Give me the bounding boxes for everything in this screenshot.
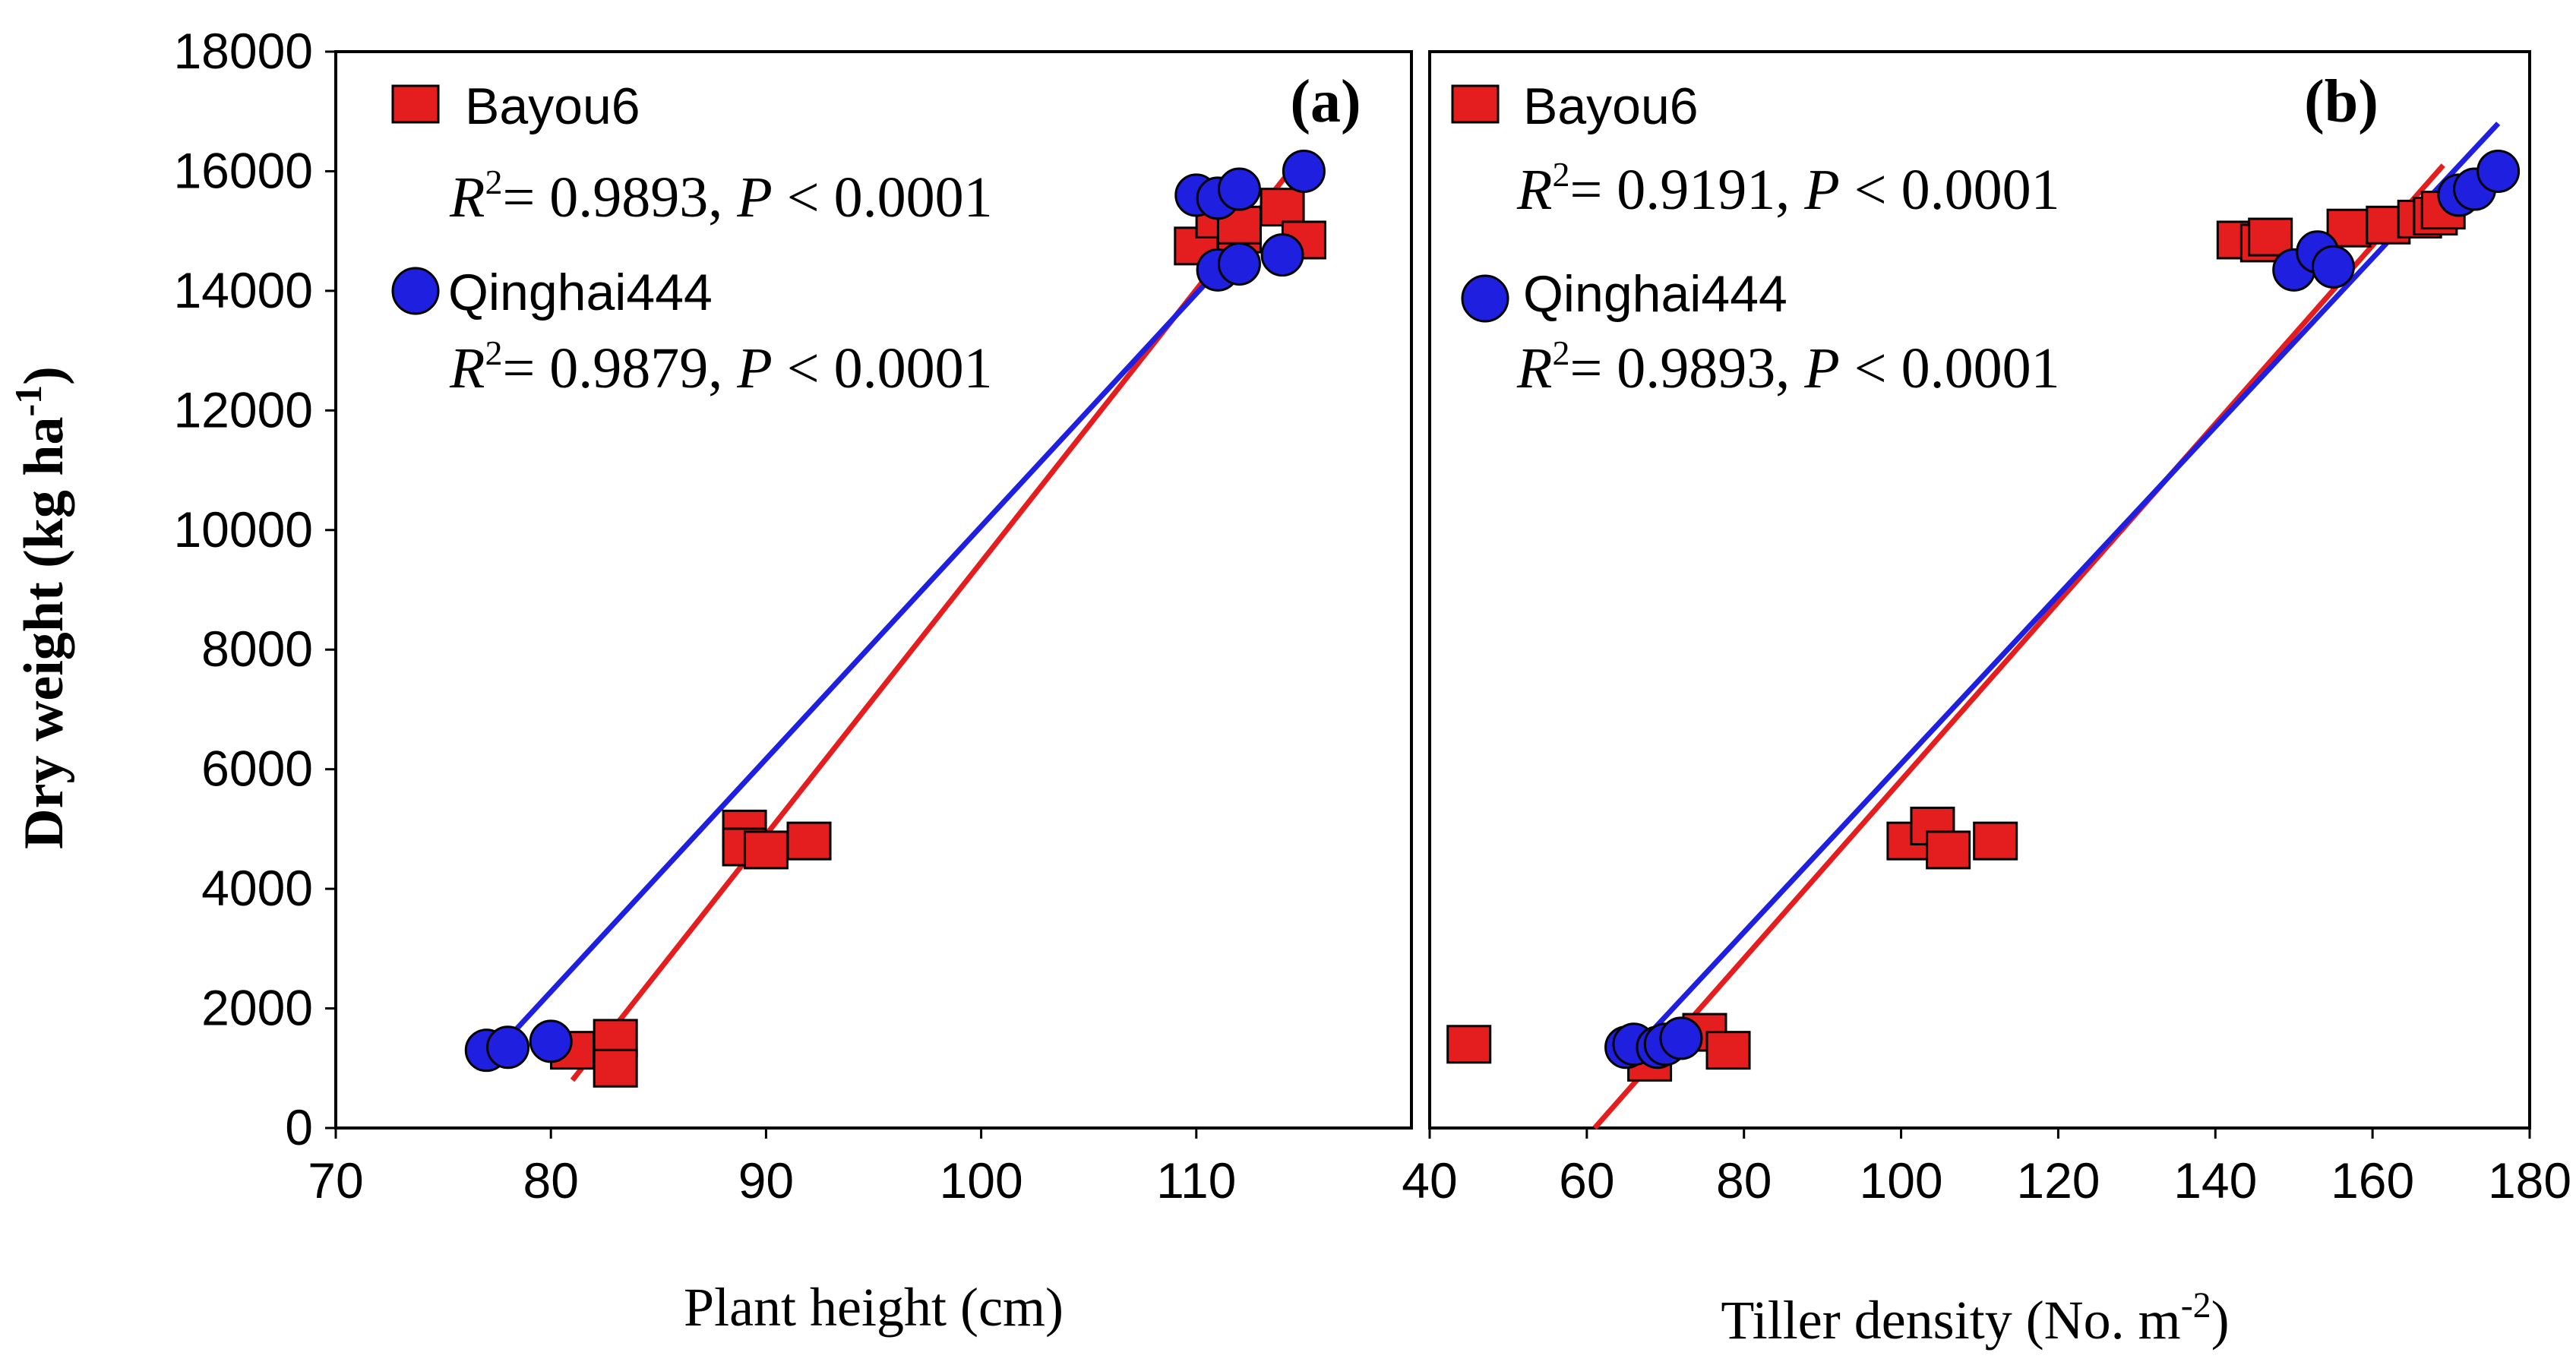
x-tick-label-a-110: 110 — [1156, 1152, 1236, 1209]
stat-bayou6-a: R2= 0.9893, P < 0.0001 — [449, 163, 993, 229]
point-bayou6-a-11 — [1260, 188, 1305, 227]
panel-label-a: (a) — [1290, 68, 1361, 135]
legend-b: Bayou6 R2= 0.9191, P < 0.0001 Qinghai444… — [1451, 77, 2060, 400]
point-bayou6-b-3 — [1705, 1031, 1751, 1070]
legend-label-bayou6-a: Bayou6 — [465, 77, 640, 135]
point-qinghai444-a-1 — [486, 1025, 530, 1070]
x-tick-label-a-80: 80 — [523, 1152, 578, 1209]
points-b — [1446, 149, 2521, 1082]
y-axis-title: Dry weight (kg ha-1) — [7, 366, 75, 849]
point-qinghai444-a-6 — [1217, 167, 1261, 211]
x-tick-label-b-140: 140 — [2173, 1152, 2257, 1209]
legend-a: Bayou6 R2= 0.9893, P < 0.0001 Qinghai444… — [391, 77, 993, 400]
y-tick-label-6000: 6000 — [201, 741, 313, 797]
x-tick-label-b-60: 60 — [1559, 1152, 1614, 1209]
y-tick-label-4000: 4000 — [201, 860, 313, 916]
point-qinghai444-a-2 — [529, 1019, 573, 1063]
fit-line-qinghai444-b — [1632, 122, 2501, 1053]
fit-line-qinghai444-a — [505, 175, 1306, 1041]
legend-marker-qinghai444-b — [1461, 274, 1509, 323]
points-a — [464, 149, 1326, 1088]
plot-frame-a — [334, 50, 1413, 1130]
x-tick-label-b-100: 100 — [1860, 1152, 1943, 1209]
plot-frame-b — [1428, 50, 2531, 1130]
x-tick-label-b-80: 80 — [1716, 1152, 1772, 1209]
point-qinghai444-b-10 — [2476, 149, 2521, 193]
legend-label-qinghai444-a: Qinghai444 — [448, 264, 713, 321]
x-axis-ticks-a: 70 80 90 100 110 — [308, 1128, 1236, 1209]
point-qinghai444-a-9 — [1282, 149, 1326, 193]
legend-marker-bayou6-a — [391, 84, 440, 124]
x-tick-label-b-180: 180 — [2488, 1152, 2571, 1209]
panel-b: 40 60 80 100 120 140 160 180 (b) Bayou6 R2= 0.9… — [1402, 50, 2571, 1351]
point-qinghai444-b-4 — [1659, 1016, 1703, 1060]
x-tick-label-b-160: 160 — [2331, 1152, 2414, 1209]
y-tick-label-0: 0 — [285, 1099, 313, 1155]
point-bayou6-a-5 — [743, 830, 789, 870]
stat-qinghai444-b: R2= 0.9893, P < 0.0001 — [1516, 333, 2060, 400]
stat-bayou6-b: R2= 0.9191, P < 0.0001 — [1516, 155, 2060, 222]
panel-a: 0 2000 4000 6000 8000 10000 12000 14000 16000 180… — [173, 23, 1413, 1338]
x-axis-title-b: Tiller density (No. m-2) — [1721, 1285, 2229, 1351]
point-qinghai444-a-8 — [1260, 233, 1304, 277]
x-tick-label-b-120: 120 — [2016, 1152, 2100, 1209]
fit-line-bayou6-b — [1592, 163, 2445, 1130]
stat-qinghai444-a: R2= 0.9879, P < 0.0001 — [449, 333, 993, 400]
legend-marker-qinghai444-a — [391, 267, 440, 315]
legend-label-qinghai444-b: Qinghai444 — [1523, 265, 1787, 323]
y-tick-label-10000: 10000 — [173, 501, 313, 558]
y-axis-title-sup: -1 — [7, 385, 49, 417]
point-bayou6-b-6 — [1926, 830, 1971, 870]
point-bayou6-b-7 — [1973, 821, 2018, 861]
panel-label-b: (b) — [2304, 68, 2378, 135]
x-axis-title-a: Plant height (cm) — [684, 1277, 1064, 1338]
x-tick-label-a-100: 100 — [940, 1152, 1023, 1209]
x-axis-title-b-sup: -2 — [2181, 1285, 2211, 1326]
legend-label-bayou6-b: Bayou6 — [1523, 77, 1699, 135]
y-tick-label-12000: 12000 — [173, 381, 313, 438]
point-qinghai444-b-7 — [2311, 245, 2355, 289]
point-bayou6-b-0 — [1446, 1025, 1492, 1064]
y-tick-label-8000: 8000 — [201, 621, 313, 677]
x-tick-label-a-90: 90 — [738, 1152, 794, 1209]
legend-marker-bayou6-b — [1451, 84, 1500, 124]
x-tick-label-b-40: 40 — [1402, 1152, 1457, 1209]
point-qinghai444-a-7 — [1217, 242, 1261, 286]
y-axis-ticks-a: 0 2000 4000 6000 8000 10000 12000 14000 16000 180… — [173, 23, 336, 1155]
y-tick-label-2000: 2000 — [201, 980, 313, 1036]
point-bayou6-a-6 — [786, 821, 832, 861]
point-bayou6-a-2 — [593, 1048, 638, 1088]
fit-lines-b — [1592, 122, 2501, 1130]
point-bayou6-b-10 — [2248, 217, 2293, 257]
x-tick-label-a-70: 70 — [308, 1152, 363, 1209]
x-axis-ticks-b: 40 60 80 100 120 140 160 180 — [1402, 1128, 2571, 1209]
y-tick-label-14000: 14000 — [173, 262, 313, 318]
y-tick-label-18000: 18000 — [173, 23, 313, 79]
y-tick-label-16000: 16000 — [173, 142, 313, 198]
fit-lines-a — [505, 151, 1307, 1082]
